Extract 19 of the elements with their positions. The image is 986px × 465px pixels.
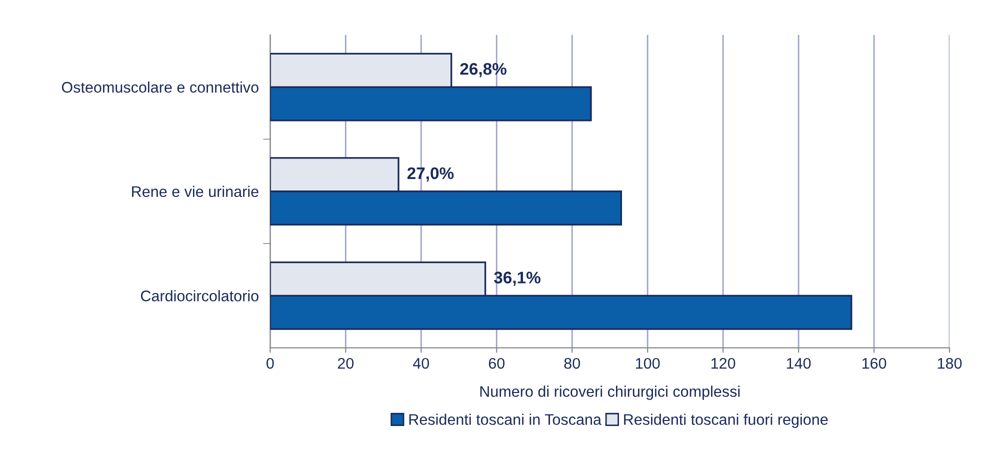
x-tick-label: 40 bbox=[412, 358, 430, 369]
annotation: 36,1% bbox=[494, 272, 540, 286]
annotation: 26,8% bbox=[460, 63, 506, 78]
x-tick-label: 140 bbox=[786, 358, 811, 369]
x-tick-label: 0 bbox=[266, 358, 274, 369]
legend-label: Residenti toscani in Toscana bbox=[409, 414, 602, 425]
y-tick-label: Osteomuscolare e connettivo bbox=[62, 81, 258, 93]
x-tick-label: 180 bbox=[938, 358, 962, 369]
x-tick-label: 60 bbox=[488, 358, 505, 369]
x-tick-label: 120 bbox=[711, 358, 736, 369]
x-tick-label: 100 bbox=[636, 358, 660, 369]
x-tick-label: 160 bbox=[862, 358, 886, 369]
y-tick-label: Cardiocircolatorio bbox=[140, 290, 258, 302]
x-tick-label: 80 bbox=[564, 358, 580, 369]
annotation: 27,0% bbox=[407, 167, 454, 182]
x-tick-label: 20 bbox=[338, 358, 354, 369]
y-tick-label: Rene e vie urinarie bbox=[132, 186, 258, 198]
legend-label: Residenti toscani fuori regione bbox=[624, 414, 828, 428]
x-axis-title: Numero di ricoveri chirurgici complessi bbox=[480, 386, 740, 400]
